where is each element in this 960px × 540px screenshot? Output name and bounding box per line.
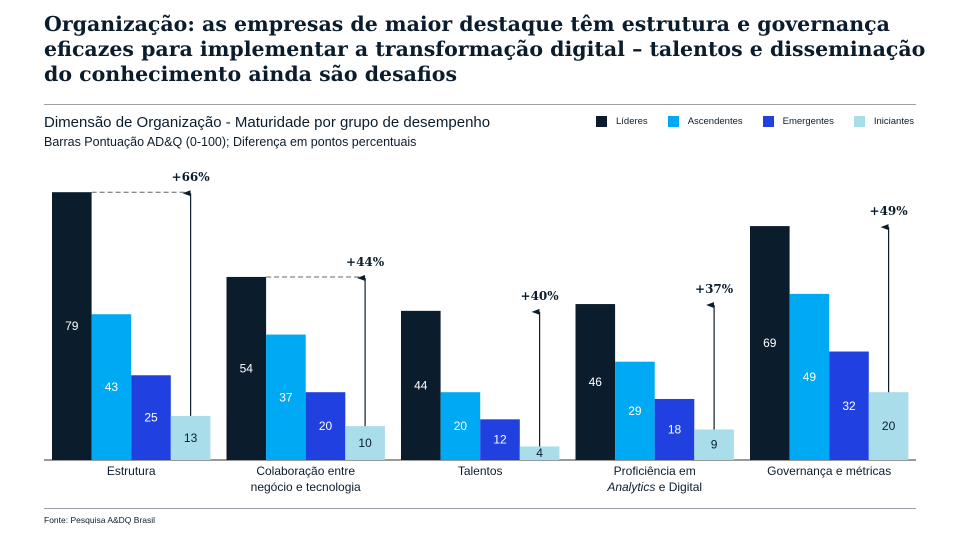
bar-iniciantes — [694, 429, 734, 460]
legend-item-emergentes: Emergentes — [762, 116, 834, 127]
bar-líderes — [401, 310, 441, 460]
category-label-line2: negócio e tecnologia — [251, 480, 361, 494]
legend-swatch — [762, 116, 774, 127]
chart-subtitle: Dimensão de Organização - Maturidade por… — [44, 114, 491, 131]
bar-value-label: 37 — [279, 390, 293, 404]
bar-value-label: 18 — [668, 422, 682, 436]
category-label: Proficiência em — [614, 464, 696, 478]
legend-item-iniciantes: Iniciantes — [853, 116, 914, 127]
bar-value-label: 29 — [628, 404, 642, 418]
chart-units-note: Barras Pontuação AD&Q (0-100); Diferença… — [44, 135, 417, 149]
bar-value-label: 79 — [65, 319, 79, 333]
bar-value-label: 9 — [711, 438, 718, 452]
bar-ascendentes — [789, 293, 830, 460]
source-note: Fonte: Pesquisa A&DQ Brasil — [44, 515, 156, 525]
difference-label: +49% — [870, 204, 909, 218]
bar-value-label: 46 — [589, 375, 603, 389]
bar-value-label: 12 — [493, 433, 507, 447]
bar-value-label: 20 — [454, 419, 468, 433]
legend-swatch — [596, 116, 607, 127]
category-label-line2: Analytics e Digital — [606, 480, 702, 494]
category-label-text: negócio e tecnologia — [251, 480, 361, 494]
category-label-text: e Digital — [655, 480, 702, 494]
bar-líderes — [226, 276, 267, 460]
category-label: Talentos — [458, 464, 503, 478]
footer-divider — [44, 508, 916, 509]
bar-emergentes — [305, 392, 346, 460]
title-divider — [44, 104, 916, 105]
bar-emergentes — [131, 375, 171, 460]
bar-value-label: 54 — [240, 361, 254, 375]
bar-emergentes — [829, 351, 869, 460]
category-label: Colaboração entre — [256, 464, 355, 478]
bar-value-label: 25 — [144, 411, 158, 425]
category-label: Governança e métricas — [767, 464, 891, 478]
difference-label: +40% — [521, 289, 560, 303]
difference-label: +44% — [346, 255, 385, 269]
bar-ascendentes — [440, 392, 481, 460]
category-label-italic: Analytics — [606, 480, 655, 494]
bar-emergentes — [480, 419, 520, 460]
bar-ascendentes — [266, 334, 306, 460]
difference-label: +37% — [695, 282, 734, 296]
page-title: Organização: as empresas de maior destaq… — [44, 12, 926, 86]
bar-iniciantes — [345, 426, 385, 460]
bar-iniciantes — [170, 415, 211, 460]
legend-item-ascendentes: Ascendentes — [667, 116, 743, 127]
bar-value-label: 32 — [842, 399, 856, 413]
difference-label: +66% — [172, 170, 211, 184]
bar-líderes — [750, 226, 790, 460]
bar-value-label: 69 — [763, 336, 777, 350]
bar-value-label: 43 — [105, 380, 119, 394]
bar-value-label: 10 — [358, 436, 372, 450]
bar-iniciantes — [519, 446, 560, 460]
bar-value-label: 49 — [803, 370, 817, 384]
bar-líderes — [52, 192, 92, 460]
legend: Líderes Ascendentes Emergentes Iniciante… — [596, 116, 914, 127]
legend-label: Iniciantes — [873, 116, 914, 127]
bar-ascendentes — [615, 361, 655, 460]
bar-value-label: 20 — [319, 419, 333, 433]
legend-label: Líderes — [616, 116, 648, 127]
bar-value-label: 44 — [414, 378, 428, 392]
bar-iniciantes — [868, 392, 909, 460]
bar-ascendentes — [91, 314, 132, 460]
legend-swatch — [667, 116, 679, 127]
legend-item-lideres: Líderes — [596, 116, 648, 127]
bar-value-label: 20 — [882, 419, 896, 433]
legend-label: Ascendentes — [687, 116, 743, 127]
bar-value-label: 4 — [536, 446, 543, 460]
legend-swatch — [853, 116, 865, 127]
category-label: Estrutura — [107, 464, 156, 478]
bar-value-label: 13 — [184, 431, 198, 445]
bar-líderes — [575, 304, 616, 460]
bar-emergentes — [654, 398, 695, 460]
legend-label: Emergentes — [782, 116, 834, 127]
